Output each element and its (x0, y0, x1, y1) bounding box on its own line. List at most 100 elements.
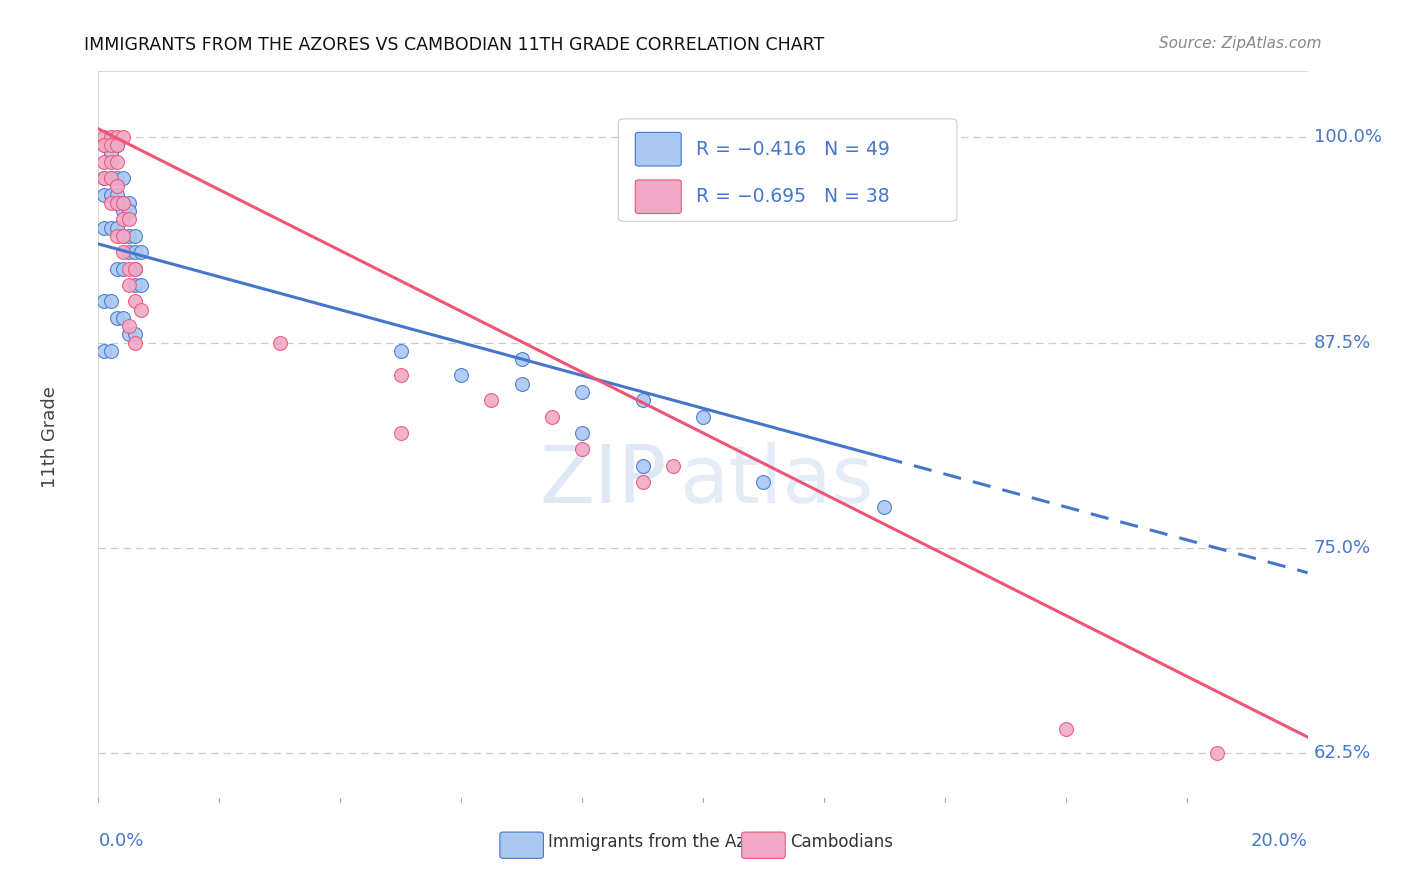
FancyBboxPatch shape (636, 132, 682, 166)
Point (124, 327, 146, 342)
Text: 62.5%: 62.5% (1313, 745, 1371, 763)
Point (105, 261, 128, 276)
Point (105, 228, 128, 243)
Text: IMMIGRANTS FROM THE AZORES VS CAMBODIAN 11TH GRADE CORRELATION CHART: IMMIGRANTS FROM THE AZORES VS CAMBODIAN … (84, 36, 824, 54)
Point (105, 310, 128, 325)
Point (111, 195, 134, 210)
Point (100, 343, 122, 358)
Text: R = −0.695   N = 38: R = −0.695 N = 38 (696, 187, 890, 206)
Point (105, 195, 128, 210)
Point (93, 171, 115, 186)
Point (111, 171, 134, 186)
Point (124, 335, 146, 350)
Point (93, 171, 115, 186)
Text: atlas: atlas (679, 442, 873, 520)
Text: ZIP: ZIP (540, 442, 666, 520)
Point (118, 204, 141, 219)
Point (105, 138, 128, 153)
Point (129, 302, 152, 317)
Point (631, 458, 654, 473)
Point (450, 368, 472, 383)
Point (540, 409, 562, 424)
Point (752, 475, 775, 490)
Text: 20.0%: 20.0% (1251, 832, 1308, 850)
Point (105, 220, 128, 235)
Point (111, 130, 134, 145)
Point (118, 278, 141, 293)
FancyBboxPatch shape (742, 832, 785, 858)
Text: 75.0%: 75.0% (1313, 539, 1371, 557)
Point (111, 228, 134, 243)
Point (389, 368, 412, 383)
Text: Immigrants from the Azores: Immigrants from the Azores (548, 832, 780, 851)
Text: 11th Grade: 11th Grade (41, 386, 59, 488)
Point (118, 261, 141, 276)
Point (269, 335, 291, 350)
Point (93, 138, 115, 153)
Point (124, 245, 146, 260)
Point (111, 228, 134, 243)
Point (129, 278, 152, 293)
Point (105, 195, 128, 210)
Point (124, 228, 146, 243)
FancyBboxPatch shape (636, 180, 682, 213)
Point (100, 138, 122, 153)
Point (118, 195, 141, 210)
Text: R = −0.416   N = 49: R = −0.416 N = 49 (696, 140, 890, 159)
Point (100, 130, 122, 145)
Point (661, 458, 683, 473)
Point (93, 154, 115, 169)
Point (124, 278, 146, 293)
Point (111, 212, 134, 227)
Point (100, 146, 122, 161)
Point (111, 310, 134, 325)
Point (100, 294, 122, 309)
Point (692, 409, 714, 424)
Point (389, 425, 412, 440)
Point (105, 187, 128, 202)
Point (100, 154, 122, 169)
Point (100, 138, 122, 153)
Point (118, 245, 141, 260)
Point (129, 245, 152, 260)
Point (1054, 722, 1077, 736)
Text: 100.0%: 100.0% (1313, 128, 1382, 146)
Point (1206, 747, 1229, 761)
Point (631, 393, 654, 408)
Point (124, 261, 146, 276)
Point (118, 319, 141, 334)
Point (105, 171, 128, 186)
Point (100, 187, 122, 202)
FancyBboxPatch shape (501, 832, 543, 858)
Point (631, 475, 654, 490)
Point (571, 384, 593, 399)
Point (111, 204, 134, 219)
Text: Cambodians: Cambodians (790, 832, 893, 851)
Point (571, 442, 593, 457)
Point (93, 220, 115, 235)
Point (93, 130, 115, 145)
Point (100, 195, 122, 210)
Point (510, 376, 533, 391)
Point (111, 195, 134, 210)
Point (100, 171, 122, 186)
Point (571, 425, 593, 440)
Text: 0.0%: 0.0% (98, 832, 143, 850)
Text: 87.5%: 87.5% (1313, 334, 1371, 351)
Point (118, 212, 141, 227)
Point (118, 228, 141, 243)
Point (105, 154, 128, 169)
Point (111, 261, 134, 276)
Point (93, 294, 115, 309)
Text: Source: ZipAtlas.com: Source: ZipAtlas.com (1159, 36, 1322, 51)
Point (100, 220, 122, 235)
Point (111, 245, 134, 260)
Point (510, 351, 533, 366)
Point (100, 171, 122, 186)
Point (105, 179, 128, 194)
Point (93, 138, 115, 153)
Point (124, 261, 146, 276)
Point (124, 294, 146, 309)
Point (105, 138, 128, 153)
Point (105, 130, 128, 145)
